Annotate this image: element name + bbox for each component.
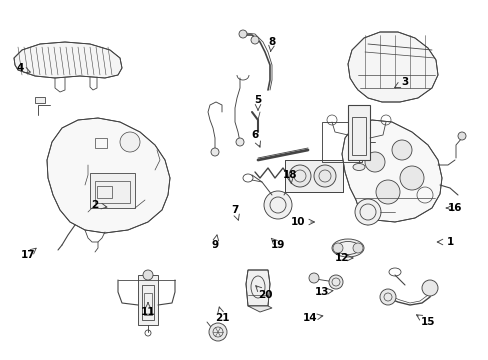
Circle shape	[288, 165, 310, 187]
Circle shape	[391, 140, 411, 160]
Circle shape	[308, 273, 318, 283]
Circle shape	[120, 132, 140, 152]
Text: 11: 11	[141, 307, 155, 317]
Text: 4: 4	[16, 63, 23, 73]
Bar	[351, 117, 365, 155]
Circle shape	[313, 165, 335, 187]
Bar	[138, 275, 158, 325]
Text: 21: 21	[214, 313, 229, 323]
Circle shape	[142, 270, 153, 280]
Circle shape	[421, 280, 437, 296]
Polygon shape	[14, 42, 122, 78]
Text: 17: 17	[20, 250, 35, 260]
Ellipse shape	[352, 163, 364, 171]
Bar	[90, 173, 135, 208]
Bar	[142, 285, 154, 320]
Circle shape	[208, 323, 226, 341]
Text: 2: 2	[91, 200, 99, 210]
Circle shape	[239, 30, 246, 38]
Text: 12: 12	[334, 253, 348, 263]
Text: 19: 19	[270, 240, 285, 250]
Circle shape	[375, 180, 399, 204]
Circle shape	[399, 166, 423, 190]
Text: 7: 7	[231, 205, 238, 215]
Polygon shape	[341, 120, 441, 222]
Text: 9: 9	[211, 240, 218, 250]
Text: 1: 1	[446, 237, 453, 247]
Ellipse shape	[331, 239, 363, 257]
Bar	[347, 105, 369, 160]
Text: 6: 6	[251, 130, 258, 140]
Polygon shape	[247, 306, 271, 312]
Bar	[97, 186, 112, 198]
Circle shape	[352, 243, 362, 253]
Circle shape	[264, 191, 291, 219]
Circle shape	[457, 132, 465, 140]
Text: 13: 13	[314, 287, 328, 297]
Circle shape	[210, 148, 219, 156]
Bar	[95, 138, 107, 148]
Bar	[35, 97, 45, 103]
Bar	[95, 181, 130, 203]
Text: 15: 15	[420, 317, 434, 327]
Polygon shape	[347, 32, 437, 102]
Text: 16: 16	[447, 203, 461, 213]
Bar	[143, 293, 152, 315]
Polygon shape	[47, 118, 170, 233]
Text: 10: 10	[290, 217, 305, 227]
Circle shape	[379, 289, 395, 305]
Circle shape	[328, 275, 342, 289]
Bar	[321, 122, 361, 162]
Text: 18: 18	[282, 170, 297, 180]
Circle shape	[250, 36, 259, 44]
Text: 3: 3	[401, 77, 408, 87]
Text: 14: 14	[302, 313, 317, 323]
Text: 20: 20	[257, 290, 272, 300]
Circle shape	[236, 138, 244, 146]
Circle shape	[354, 199, 380, 225]
Text: 8: 8	[268, 37, 275, 47]
Circle shape	[364, 152, 384, 172]
Polygon shape	[245, 270, 269, 306]
Circle shape	[332, 243, 342, 253]
Text: 5: 5	[254, 95, 261, 105]
Bar	[285, 160, 342, 192]
Bar	[285, 160, 342, 192]
